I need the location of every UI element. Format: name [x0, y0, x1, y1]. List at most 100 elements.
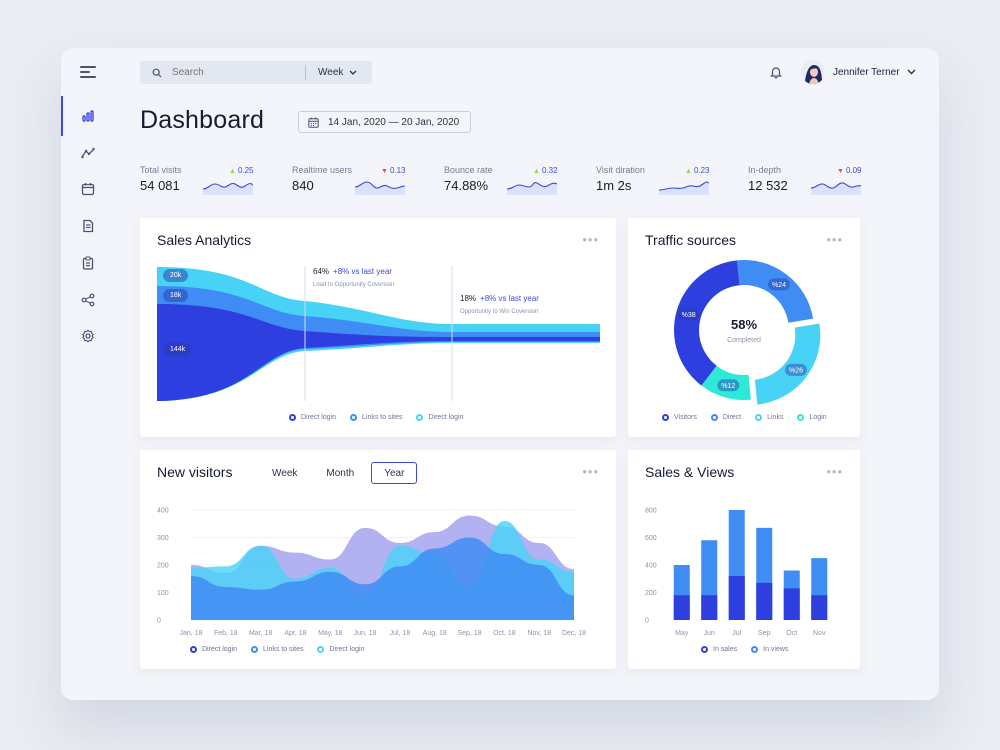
chart-legend: Direct login Links to sites Direct login [190, 646, 379, 653]
bar-chart-icon [82, 110, 94, 122]
kpi-delta-value: 0.09 [845, 166, 862, 175]
chart-legend: In sales In views [701, 646, 802, 653]
donut-segment [701, 365, 751, 400]
more-options-icon[interactable]: ••• [826, 464, 843, 479]
kpi-delta-value: 0.23 [693, 166, 710, 175]
tab-year[interactable]: Year [371, 462, 418, 484]
user-menu[interactable]: Jennifer Terner [801, 60, 916, 84]
legend-label: Links [767, 414, 784, 421]
x-tick-label: Jul, 18 [390, 630, 411, 637]
more-options-icon[interactable]: ••• [826, 232, 843, 247]
legend-dot [416, 414, 424, 421]
bar-sales [673, 595, 690, 620]
more-options-icon[interactable]: ••• [582, 232, 599, 247]
kpi-delta: ▼ 0.09 [837, 166, 862, 175]
kpi-value: 840 [292, 178, 314, 193]
funnel-note-pct: 18% [460, 294, 477, 303]
date-range-picker[interactable]: 14 Jan, 2020 — 20 Jan, 2020 [298, 111, 472, 133]
legend-label: Links to sites [263, 646, 304, 653]
sidebar-item-trends[interactable] [79, 144, 97, 162]
legend-label: Direct [722, 414, 742, 421]
legend-label: In views [763, 646, 789, 653]
sidebar-item-documents[interactable] [79, 217, 97, 235]
sparkline [355, 181, 405, 195]
hamburger-menu-icon[interactable] [80, 66, 96, 78]
bell-icon[interactable] [769, 65, 783, 79]
legend-dot [350, 414, 358, 421]
donut-segment-label: %12 [721, 383, 735, 390]
donut-segment-label: %26 [789, 367, 803, 374]
y-tick-label: 400 [645, 563, 657, 570]
donut-segment [674, 260, 740, 386]
date-range-value: 14 Jan, 2020 — 20 Jan, 2020 [328, 116, 460, 128]
legend-dot [710, 414, 718, 421]
more-options-icon[interactable]: ••• [582, 464, 599, 479]
legend-item: Direct [710, 414, 742, 421]
sidebar-item-analytics[interactable] [79, 107, 97, 125]
sales-analytics-card: Sales Analytics ••• 20k 18k 144k 64% +8% … [140, 218, 616, 437]
legend-item: Direct login [190, 646, 237, 653]
donut-label-pill [677, 308, 700, 321]
donut-label-pill [767, 278, 790, 291]
legend-dot [662, 414, 669, 421]
legend-item: Links to sites [251, 646, 303, 653]
sidebar-item-calendar[interactable] [79, 180, 97, 198]
y-tick-label: 200 [157, 563, 169, 570]
up-arrow-icon: ▲ [685, 168, 692, 175]
calendar-icon [81, 183, 95, 196]
nav-active-indicator [61, 96, 63, 136]
y-tick-label: 400 [157, 508, 169, 515]
donut-segment-label: %24 [772, 282, 786, 289]
chevron-down-icon [907, 69, 916, 75]
kpi-delta: ▼ 0.13 [381, 166, 406, 175]
kpi-realtime-users: Realtime users 840 ▼ 0.13 [292, 165, 442, 201]
legend-label: Direct login [428, 414, 464, 421]
legend-item: Direct login [289, 414, 336, 421]
kpi-label: Realtime users [292, 165, 353, 175]
donut-center-value: 58% [730, 317, 758, 332]
legend-label: Direct login [329, 646, 365, 653]
y-tick-label: 100 [157, 590, 169, 597]
funnel-note-1: 64% +8% vs last year Load to Opportunity … [313, 267, 394, 288]
bar-chart: 0 200 400 600 800 May Jun Jul Sep Oct Nov [645, 508, 828, 637]
legend-label: Direct login [301, 414, 337, 421]
legend-dot [251, 646, 259, 653]
search-icon[interactable] [152, 68, 162, 78]
bar-sales [701, 595, 718, 620]
kpi-total-visits: Total visits 54 081 ▲ 0.25 [140, 165, 290, 201]
x-tick-label: Jan, 18 [180, 630, 203, 637]
legend-item: Direct login [416, 414, 464, 421]
legend-label: Login [809, 414, 827, 421]
y-tick-label: 200 [645, 590, 657, 597]
sidebar-item-settings[interactable] [79, 327, 97, 345]
kpi-delta: ▲ 0.23 [685, 166, 710, 175]
area-series [191, 537, 574, 620]
sparkline [203, 182, 253, 195]
kpi-in-depth: In-depth 12 532 ▼ 0.09 [748, 165, 898, 201]
kpi-label: In-depth [748, 165, 782, 175]
up-arrow-icon: ▲ [229, 168, 236, 175]
tab-month[interactable]: Month [326, 467, 355, 479]
up-arrow-icon: ▲ [533, 168, 540, 175]
x-tick-label: Apr, 18 [284, 630, 306, 637]
legend-label: Links to sites [362, 414, 403, 421]
funnel-pill: 18k [163, 289, 189, 302]
sidebar-item-share[interactable] [79, 291, 97, 309]
x-tick-label: Aug, 18 [423, 630, 447, 637]
x-tick-label: Mar, 18 [249, 630, 272, 637]
legend-dot [701, 646, 708, 653]
bar-sales [728, 576, 745, 620]
tab-week[interactable]: Week [272, 467, 298, 479]
chart-legend: Visitors Direct Links Login [662, 414, 841, 421]
period-tabs: Week Month Year [260, 462, 422, 484]
donut-chart: %24 %26 %12 %38 [674, 260, 821, 405]
donut-segment [737, 260, 814, 323]
period-select[interactable]: Week [318, 67, 357, 78]
x-tick-label: Oct, 18 [493, 630, 516, 637]
card-title: New visitors [157, 464, 233, 480]
sidebar-item-clipboard[interactable] [79, 254, 97, 272]
search-input[interactable] [172, 67, 292, 78]
gear-icon [82, 329, 94, 343]
clipboard-icon [82, 256, 94, 270]
x-tick-label: Dec, 18 [562, 630, 586, 637]
